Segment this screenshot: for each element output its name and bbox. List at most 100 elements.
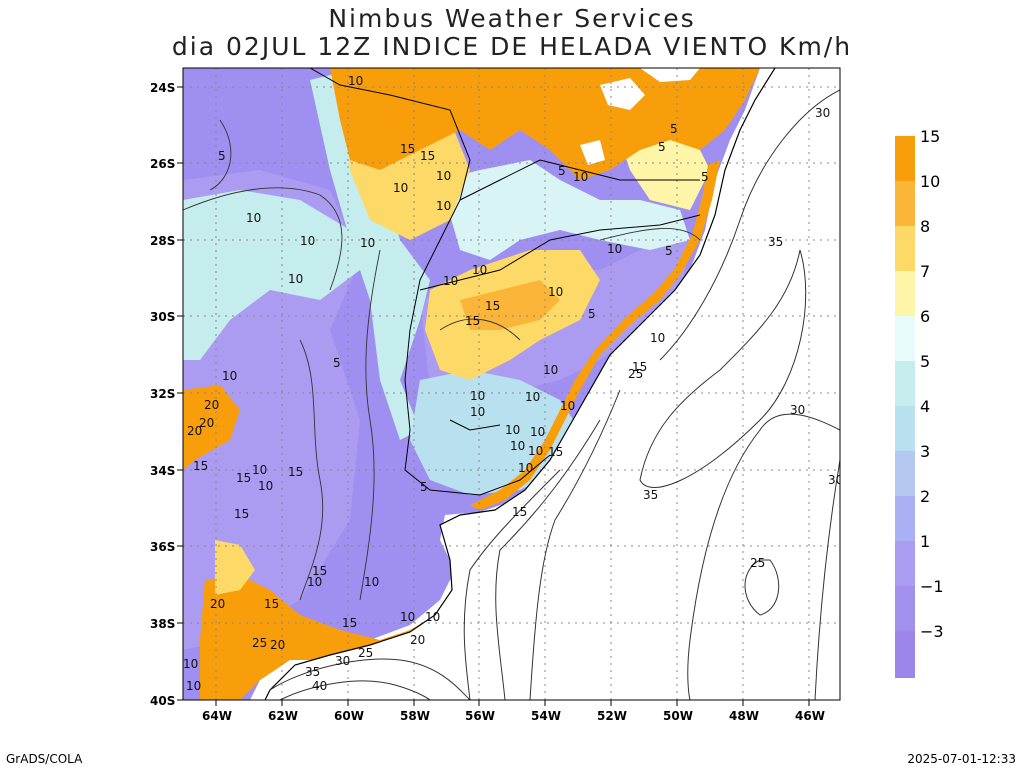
svg-text:10: 10 xyxy=(307,575,322,589)
svg-text:10: 10 xyxy=(183,657,198,671)
svg-text:10: 10 xyxy=(560,399,575,413)
svg-text:30: 30 xyxy=(828,473,843,487)
map-plot-area: 10 5 15 15 10 10 10 10 10 10 10 10 10 15… xyxy=(183,68,843,700)
missing-data-gap xyxy=(600,78,645,110)
svg-text:10: 10 xyxy=(252,463,267,477)
svg-text:10: 10 xyxy=(222,369,237,383)
colorbar-swatch xyxy=(895,226,915,271)
lon-label: 62W xyxy=(268,709,298,723)
svg-text:10: 10 xyxy=(543,363,558,377)
svg-text:5: 5 xyxy=(218,149,226,163)
lon-label: 56W xyxy=(465,709,495,723)
svg-text:5: 5 xyxy=(558,164,566,178)
lat-label: 36S xyxy=(150,540,175,554)
svg-text:15: 15 xyxy=(485,299,500,313)
svg-text:5: 5 xyxy=(670,122,678,136)
svg-text:5: 5 xyxy=(333,356,341,370)
yellow-zone-south xyxy=(215,540,255,595)
colorbar-label: 5 xyxy=(920,352,930,371)
svg-text:10: 10 xyxy=(573,170,588,184)
land-contour-labels: 10 5 15 15 10 10 10 10 10 10 10 10 10 15… xyxy=(183,74,709,693)
svg-text:10: 10 xyxy=(400,610,415,624)
svg-text:15: 15 xyxy=(236,471,251,485)
title-line-2: dia 02JUL 12Z INDICE DE HELADA VIENTO Km… xyxy=(171,32,853,61)
svg-text:10: 10 xyxy=(436,199,451,213)
colorbar-label: 3 xyxy=(920,442,930,461)
colorbar-label: −3 xyxy=(920,622,944,641)
lat-label: 30S xyxy=(150,310,175,324)
lon-label: 58W xyxy=(400,709,430,723)
svg-text:5: 5 xyxy=(701,170,709,184)
cyan-zone xyxy=(183,190,360,360)
lon-label: 60W xyxy=(334,709,364,723)
svg-text:10: 10 xyxy=(530,425,545,439)
svg-text:15: 15 xyxy=(548,445,563,459)
svg-text:10: 10 xyxy=(528,444,543,458)
colorbar-swatch xyxy=(895,136,915,181)
lon-label: 54W xyxy=(531,709,561,723)
svg-text:15: 15 xyxy=(400,142,415,156)
svg-text:10: 10 xyxy=(505,423,520,437)
footer-software: GrADS/COLA xyxy=(6,752,83,766)
footer-timestamp: 2025-07-01-12:33 xyxy=(907,752,1016,766)
svg-text:10: 10 xyxy=(258,479,273,493)
svg-text:30: 30 xyxy=(335,654,350,668)
svg-text:10: 10 xyxy=(186,679,201,693)
cyan-zone-center xyxy=(440,160,690,260)
axis-ticks xyxy=(177,86,810,706)
lat-label: 32S xyxy=(150,387,175,401)
svg-text:10: 10 xyxy=(425,610,440,624)
grid-lines xyxy=(183,68,840,700)
svg-text:25: 25 xyxy=(750,556,765,570)
lat-label: 24S xyxy=(150,81,175,95)
colorbar: 15 10 8 7 6 5 4 3 2 1 −1 −3 xyxy=(895,127,944,678)
svg-text:10: 10 xyxy=(470,389,485,403)
coastline xyxy=(264,68,776,700)
colorbar-swatch xyxy=(895,316,915,361)
colorbar-label: 1 xyxy=(920,532,930,551)
svg-text:20: 20 xyxy=(204,398,219,412)
svg-text:10: 10 xyxy=(548,285,563,299)
country-border xyxy=(309,68,551,496)
svg-text:10: 10 xyxy=(348,74,363,88)
svg-text:10: 10 xyxy=(443,274,458,288)
svg-text:5: 5 xyxy=(420,480,428,494)
colorbar-swatch xyxy=(895,631,915,678)
plot-frame xyxy=(182,67,841,701)
lon-label: 52W xyxy=(597,709,627,723)
svg-text:10: 10 xyxy=(472,263,487,277)
colorbar-swatch xyxy=(895,451,915,496)
longitude-labels: 64W 62W 60W 58W 56W 54W 52W 50W 48W 46W xyxy=(202,709,825,723)
svg-text:25: 25 xyxy=(358,646,373,660)
svg-text:20: 20 xyxy=(210,597,225,611)
colorbar-label: 4 xyxy=(920,397,930,416)
svg-text:10: 10 xyxy=(650,331,665,345)
orange-zone-south xyxy=(200,575,450,700)
svg-text:5: 5 xyxy=(588,307,596,321)
svg-text:10: 10 xyxy=(470,405,485,419)
colorbar-label: −1 xyxy=(920,577,944,596)
colorbar-swatch xyxy=(895,271,915,316)
state-border xyxy=(419,214,701,291)
lat-label: 28S xyxy=(150,234,175,248)
svg-text:10: 10 xyxy=(607,242,622,256)
missing-data-gap xyxy=(640,68,700,82)
svg-text:10: 10 xyxy=(246,211,261,225)
svg-text:15: 15 xyxy=(312,564,327,578)
svg-text:15: 15 xyxy=(288,465,303,479)
colorbar-swatch xyxy=(895,361,915,406)
svg-text:35: 35 xyxy=(768,235,783,249)
svg-text:5: 5 xyxy=(658,140,666,154)
svg-text:15: 15 xyxy=(264,597,279,611)
colorbar-label: 7 xyxy=(920,262,930,281)
orange-zone-center xyxy=(460,280,560,330)
ocean-contours xyxy=(269,89,840,700)
svg-text:35: 35 xyxy=(643,488,658,502)
state-border xyxy=(459,159,700,201)
svg-text:15: 15 xyxy=(465,314,480,328)
svg-text:10: 10 xyxy=(364,575,379,589)
svg-text:10: 10 xyxy=(518,461,533,475)
svg-text:15: 15 xyxy=(342,616,357,630)
colorbar-swatch xyxy=(895,541,915,586)
